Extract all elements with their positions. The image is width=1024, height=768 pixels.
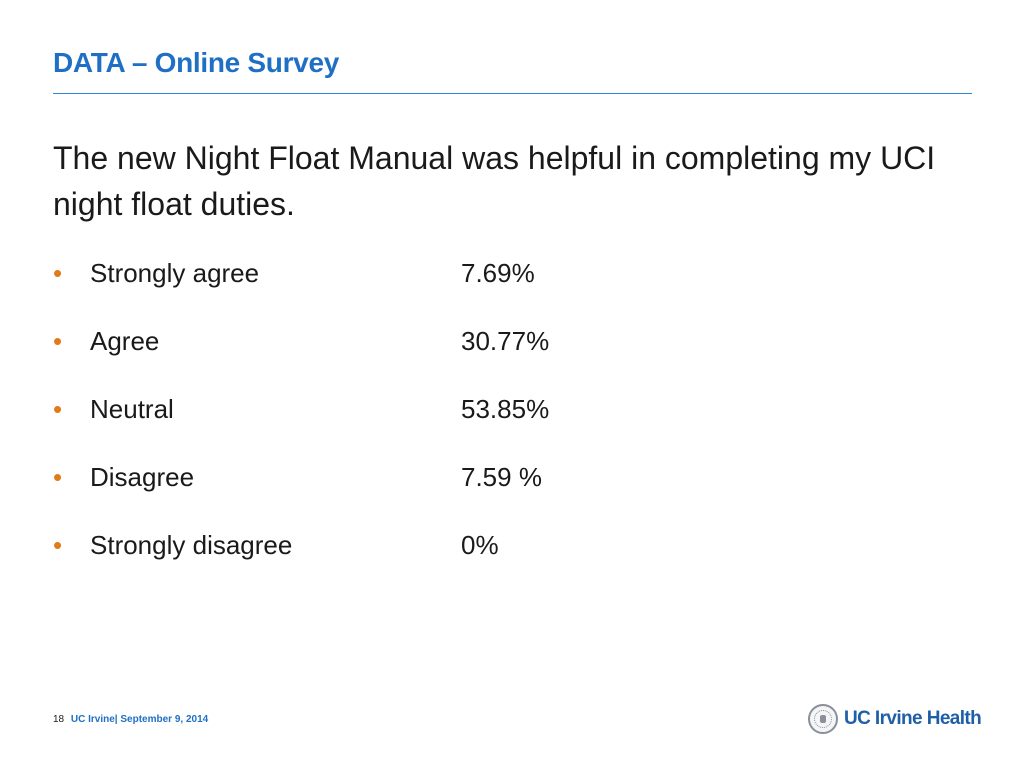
response-label: Neutral [90, 394, 174, 424]
list-item: • Agree 30.77% [53, 318, 753, 386]
response-label: Disagree [90, 462, 195, 492]
response-label: Strongly agree [90, 258, 260, 288]
bullet-icon: • [53, 530, 63, 560]
list-item: • Neutral 53.85% [53, 386, 753, 454]
slide-title: DATA – Online Survey [53, 47, 339, 78]
bullet-icon: • [53, 326, 63, 356]
response-value: 53.85% [461, 394, 550, 424]
response-label: Agree [90, 326, 160, 356]
response-value: 7.69% [461, 258, 535, 288]
bullet-icon: • [53, 258, 63, 288]
page-number: 18 [53, 714, 65, 725]
uc-irvine-health-logo: UC Irvine Health [808, 702, 982, 736]
response-value: 0% [461, 530, 499, 560]
response-value: 7.59 % [461, 462, 542, 492]
bullet-icon: • [53, 394, 63, 424]
response-value: 30.77% [461, 326, 550, 356]
list-item: • Strongly agree 7.69% [53, 250, 753, 318]
survey-question: The new Night Float Manual was helpful i… [53, 140, 936, 222]
response-list: • Strongly agree 7.69% • Agree 30.77% • … [53, 250, 753, 590]
bullet-icon: • [53, 462, 63, 492]
title-divider [53, 93, 972, 94]
logo-text: UC Irvine Health [844, 708, 982, 729]
list-item: • Disagree 7.59 % [53, 454, 753, 522]
university-seal-icon [808, 704, 838, 734]
response-label: Strongly disagree [90, 530, 293, 560]
list-item: • Strongly disagree 0% [53, 522, 753, 590]
slide-footer: 18 UC Irvine| September 9, 2014 [53, 714, 208, 725]
footer-text: UC Irvine| September 9, 2014 [70, 714, 209, 725]
